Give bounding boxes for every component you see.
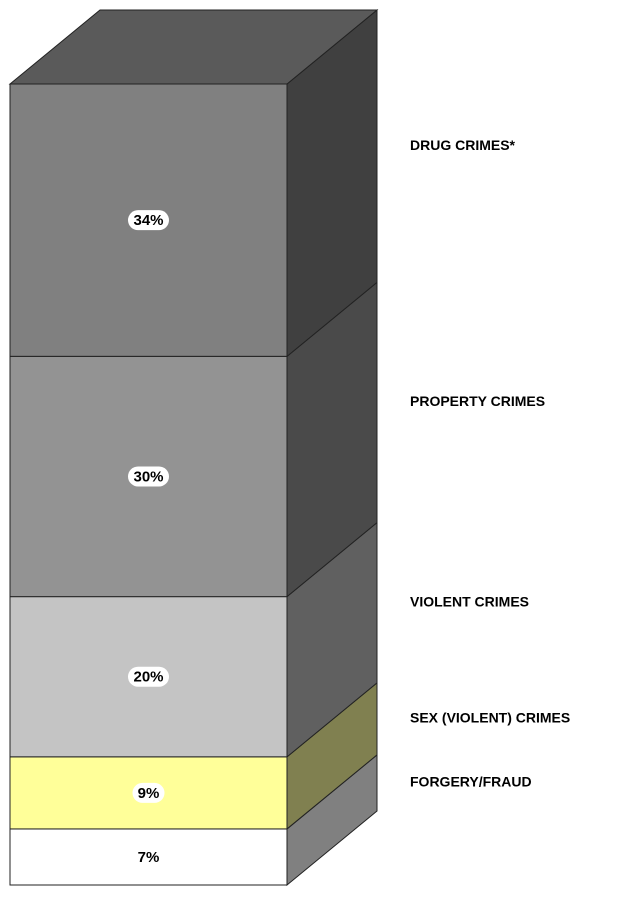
legend-label: DRUG CRIMES* [410,137,516,153]
legend-label: VIOLENT CRIMES [410,593,529,609]
value-label-bg [132,782,165,803]
legend-label: FORGERY/FRAUD [410,774,532,790]
legend-label: PROPERTY CRIMES [410,393,545,409]
value-label-bg [132,846,165,867]
value-label: 9% [138,785,160,802]
value-label-bg [128,466,169,487]
value-label-bg [128,210,169,231]
value-label-bg [128,666,169,687]
value-label: 34% [133,212,163,229]
value-label: 30% [133,468,163,485]
legend-label: SEX (VIOLENT) CRIMES [410,710,570,726]
value-label: 7% [138,849,160,866]
bar-top [8,9,379,85]
value-label: 20% [133,669,163,686]
